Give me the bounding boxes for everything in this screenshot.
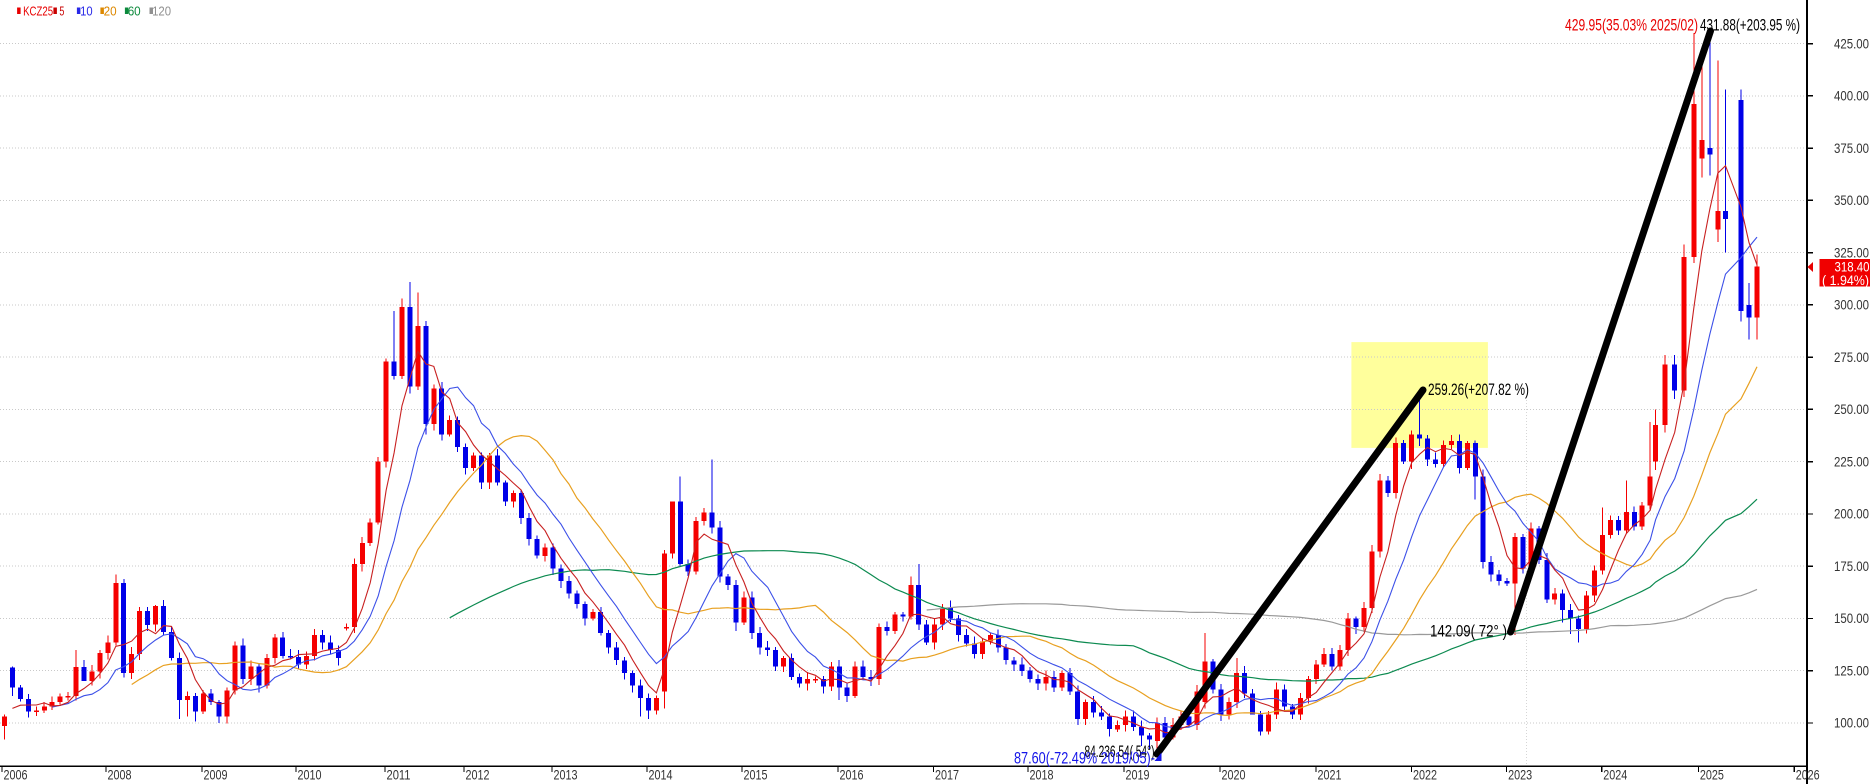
svg-text:2006: 2006	[4, 766, 28, 782]
svg-text:60: 60	[128, 4, 141, 19]
svg-text:2012: 2012	[466, 766, 490, 782]
svg-text:225.00: 225.00	[1834, 453, 1869, 469]
svg-text:2016: 2016	[840, 766, 864, 782]
svg-text:350.00: 350.00	[1834, 192, 1869, 208]
svg-text:5: 5	[59, 4, 64, 19]
svg-text:KCZ25: KCZ25	[23, 4, 53, 19]
svg-text:400.00: 400.00	[1834, 88, 1869, 104]
svg-text:429.95(35.03% 2025/02): 429.95(35.03% 2025/02)	[1565, 15, 1698, 34]
svg-text:84.236.54( 54°): 84.236.54( 54°)	[1085, 742, 1155, 761]
svg-text:275.00: 275.00	[1834, 349, 1869, 365]
svg-text:175.00: 175.00	[1834, 558, 1869, 574]
svg-text:325.00: 325.00	[1834, 244, 1869, 260]
svg-text:2014: 2014	[649, 766, 673, 782]
svg-text:100.00: 100.00	[1834, 715, 1869, 731]
svg-text:318.40: 318.40	[1835, 259, 1870, 275]
svg-text:250.00: 250.00	[1834, 401, 1869, 417]
svg-text:425.00: 425.00	[1834, 35, 1869, 51]
svg-text:2011: 2011	[387, 766, 411, 782]
svg-text:120: 120	[152, 4, 171, 19]
svg-text:2025: 2025	[1700, 766, 1724, 782]
svg-text:2019: 2019	[1126, 766, 1150, 782]
svg-text:87.60(-72.49% 2019/05)-: 87.60(-72.49% 2019/05)-	[1014, 749, 1155, 768]
svg-text:2020: 2020	[1222, 766, 1246, 782]
svg-text:2023: 2023	[1508, 766, 1532, 782]
svg-text:2021: 2021	[1318, 766, 1342, 782]
svg-text:431.88(+203.95 %): 431.88(+203.95 %)	[1700, 15, 1800, 34]
svg-text:125.00: 125.00	[1834, 662, 1869, 678]
svg-text:2018: 2018	[1030, 766, 1054, 782]
svg-text:10: 10	[80, 4, 93, 19]
svg-text:20: 20	[104, 4, 117, 19]
svg-text:2008: 2008	[108, 766, 132, 782]
svg-text:( 1.94%): ( 1.94%)	[1822, 272, 1869, 288]
svg-text:2015: 2015	[744, 766, 768, 782]
svg-text:150.00: 150.00	[1834, 610, 1869, 626]
svg-text:2026: 2026	[1796, 766, 1820, 782]
svg-text:300.00: 300.00	[1834, 297, 1869, 313]
svg-text:2010: 2010	[298, 766, 322, 782]
svg-text:2009: 2009	[204, 766, 228, 782]
svg-text:142.09( 72° ): 142.09( 72° )	[1430, 622, 1507, 641]
svg-text:2013: 2013	[554, 766, 578, 782]
svg-text:2017: 2017	[935, 766, 959, 782]
svg-text:200.00: 200.00	[1834, 506, 1869, 522]
svg-text:2024: 2024	[1603, 766, 1627, 782]
svg-text:375.00: 375.00	[1834, 140, 1869, 156]
svg-text:2022: 2022	[1413, 766, 1437, 782]
svg-text:259.26(+207.82 %): 259.26(+207.82 %)	[1428, 380, 1529, 399]
